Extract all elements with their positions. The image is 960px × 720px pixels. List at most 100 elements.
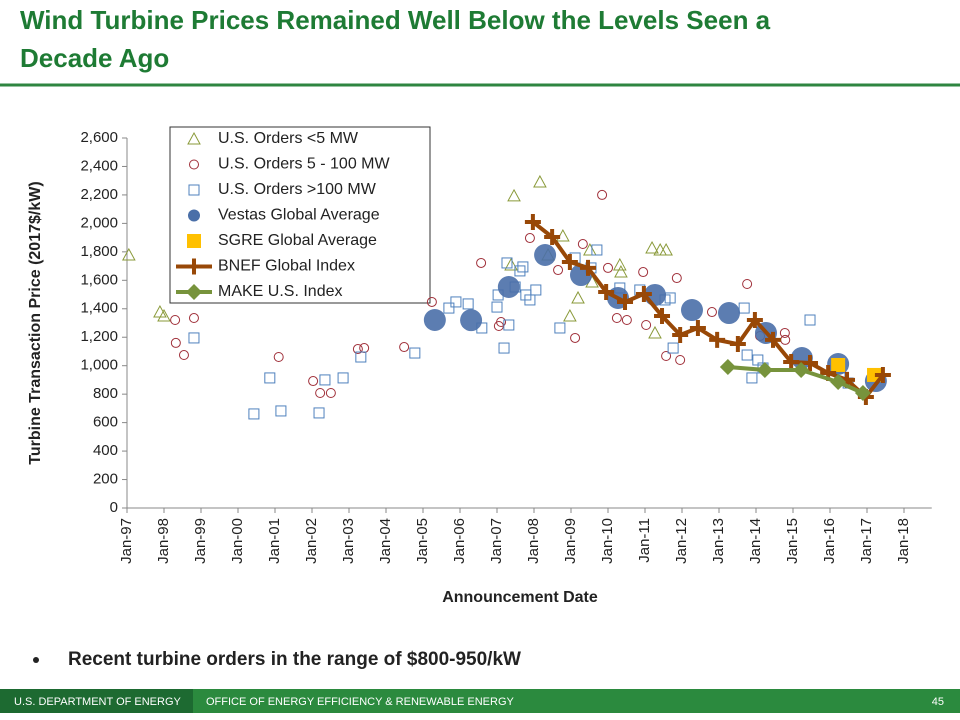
x-tick-label: Jan-09: [562, 518, 579, 564]
plus-point: [561, 253, 578, 270]
x-tick-label: Jan-06: [451, 518, 468, 564]
plus-point: [746, 312, 763, 329]
diamond-point: [854, 385, 871, 402]
circle-point: [641, 319, 652, 330]
triangle-point: [153, 304, 167, 318]
triangle-point: [571, 290, 585, 304]
x-tick-label: Jan-10: [599, 518, 616, 564]
legend-label: SGRE Global Average: [218, 232, 377, 249]
plus-point: [765, 331, 782, 348]
y-tick-label: 2,600: [80, 129, 118, 146]
triangle-point: [122, 247, 136, 261]
y-tick-label: 1,000: [80, 357, 118, 374]
legend-label: U.S. Orders <5 MW: [218, 130, 359, 147]
circle-point: [577, 239, 588, 250]
slide-title: Wind Turbine Prices Remained Well Below …: [20, 5, 771, 73]
x-tick-label: Jan-15: [784, 518, 801, 564]
circle-point: [188, 313, 199, 324]
plus-point: [672, 326, 689, 343]
footer-left: U.S. DEPARTMENT OF ENERGY: [14, 696, 182, 708]
circle-point: [170, 337, 181, 348]
diamond-point: [756, 361, 773, 378]
y-tick-label: 1,600: [80, 271, 118, 288]
legend-label: U.S. Orders >100 MW: [218, 181, 377, 198]
triangle-point: [659, 242, 673, 256]
x-tick-label: Jan-16: [821, 518, 838, 564]
y-axis-label: Turbine Transaction Price (2017$/kW): [27, 181, 44, 464]
x-tick-label: Jan-11: [636, 518, 653, 563]
triangle-point: [533, 174, 547, 188]
x-tick-label: Jan-98: [155, 518, 172, 564]
square-point: [746, 372, 758, 384]
plus-point: [729, 336, 746, 353]
x-tick-label: Jan-14: [747, 518, 764, 564]
x-tick-label: Jan-03: [340, 518, 357, 564]
triangle-point: [645, 240, 659, 254]
square-point: [498, 342, 510, 354]
square-point: [501, 257, 513, 269]
x-tick-label: Jan-12: [673, 518, 690, 564]
square-point: [514, 265, 526, 277]
circle-point: [570, 332, 581, 343]
plus-point: [544, 229, 561, 246]
circle-point: [273, 352, 284, 363]
diamond-point: [793, 361, 810, 378]
y-tick-label: 200: [93, 471, 118, 488]
circle-point: [352, 344, 363, 355]
circle-point: [325, 388, 336, 399]
square-point: [667, 342, 679, 354]
triangle-point: [507, 188, 521, 202]
diamond-point: [719, 358, 736, 375]
legend-frame: [169, 126, 431, 304]
square-point: [443, 302, 455, 314]
square-point: [741, 349, 753, 361]
circle-point: [170, 315, 181, 326]
circle-point: [178, 350, 189, 361]
filled-square-point: [187, 234, 201, 248]
square-point: [517, 261, 529, 273]
filled-circle-point: [680, 299, 703, 322]
circle-point: [496, 317, 507, 328]
x-tick-label: Jan-97: [118, 518, 135, 564]
square-point: [248, 408, 260, 420]
plus-point: [598, 283, 615, 300]
square-point: [188, 184, 200, 196]
circle-point: [661, 351, 672, 362]
square-point: [524, 294, 536, 306]
circle-point: [706, 307, 717, 318]
square-point: [275, 405, 287, 417]
square-point: [319, 374, 331, 386]
plus-point: [617, 293, 634, 310]
circle-point: [603, 262, 613, 273]
triangle-point: [187, 131, 201, 145]
circle-point: [742, 279, 753, 290]
triangle-point: [504, 257, 518, 271]
diamond-point: [186, 284, 202, 300]
y-tick-label: 0: [110, 499, 118, 516]
y-tick-label: 1,400: [80, 300, 118, 317]
filled-circle-point: [188, 209, 200, 222]
circle-point: [189, 159, 199, 170]
circle-point: [597, 189, 608, 200]
x-tick-label: Jan-04: [377, 518, 394, 564]
square-point: [804, 314, 816, 326]
circle-point: [553, 265, 564, 276]
circle-point: [476, 257, 487, 268]
y-tick-label: 2,200: [80, 186, 118, 203]
plus-point: [783, 353, 800, 370]
x-tick-label: Jan-17: [858, 518, 875, 564]
y-tick-label: 1,200: [80, 328, 118, 345]
plus-point: [802, 354, 819, 371]
circle-point: [524, 233, 535, 244]
legend-label: BNEF Global Index: [218, 258, 355, 275]
circle-point: [621, 315, 632, 326]
circle-point: [780, 334, 791, 345]
square-point: [409, 347, 421, 359]
filled-circle-point: [717, 302, 740, 325]
y-tick-label: 800: [93, 385, 118, 402]
triangle-point: [614, 265, 628, 278]
filled-circle-point: [460, 309, 483, 332]
filled-circle-point: [423, 309, 446, 332]
